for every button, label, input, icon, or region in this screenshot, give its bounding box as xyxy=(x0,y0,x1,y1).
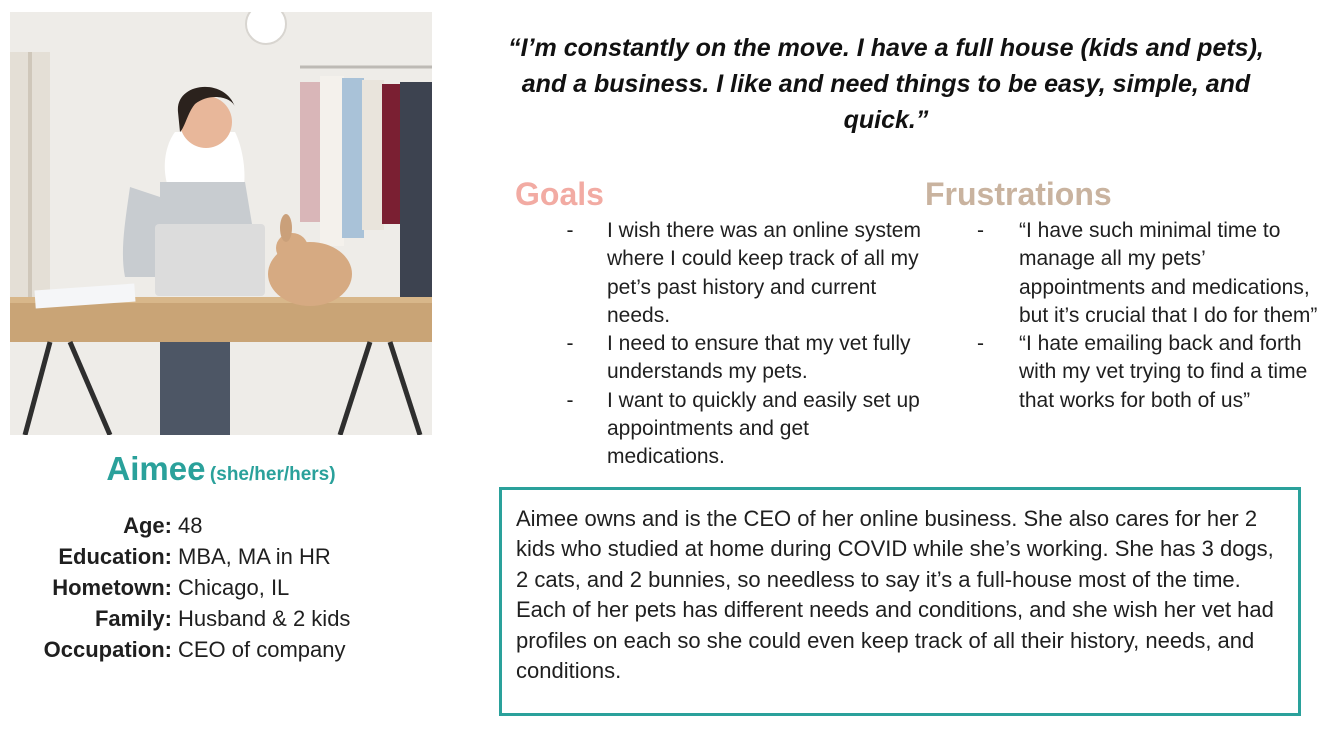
fact-age: Age: 48 xyxy=(10,510,350,541)
persona-pronouns: (she/her/hers) xyxy=(209,464,336,485)
fact-value: CEO of company xyxy=(178,637,346,662)
goal-text: I need to ensure that my vet fully under… xyxy=(607,332,911,384)
frustration-text: “I have such minimal time to manage all … xyxy=(1019,219,1318,327)
fact-label: Occupation: xyxy=(43,637,172,662)
goal-text: I wish there was an online system where … xyxy=(607,219,921,327)
bio-box: Aimee owns and is the CEO of her online … xyxy=(499,487,1301,716)
fact-label: Age: xyxy=(123,513,172,538)
fact-value: Chicago, IL xyxy=(178,575,290,600)
bullet-dash: - xyxy=(566,388,574,412)
list-item: - “I hate emailing back and forth with m… xyxy=(942,330,1334,415)
fact-label: Family: xyxy=(94,606,172,631)
fact-occupation: Occupation: CEO of company xyxy=(10,634,350,665)
persona-photo xyxy=(10,12,432,435)
bullet-dash: - xyxy=(977,332,984,356)
bullet-dash: - xyxy=(566,332,574,356)
bullet-dash: - xyxy=(566,219,574,242)
bullet-dash: - xyxy=(977,219,984,242)
fact-education: Education: MBA, MA in HR xyxy=(10,541,350,572)
list-item: - “I have such minimal time to manage al… xyxy=(942,217,1334,330)
list-item: - I want to quickly and easily set up ap… xyxy=(533,387,925,472)
persona-name-line: Aimee (she/her/hers) xyxy=(10,450,432,488)
fact-hometown: Hometown: Chicago, IL xyxy=(10,572,350,603)
list-item: - I need to ensure that my vet fully und… xyxy=(533,330,925,387)
persona-quote: “I’m constantly on the move. I have a fu… xyxy=(508,34,1264,134)
fact-label: Hometown: xyxy=(52,575,172,600)
goals-list: - I wish there was an online system wher… xyxy=(533,217,925,472)
persona-name: Aimee xyxy=(106,450,206,487)
frustrations-list: - “I have such minimal time to manage al… xyxy=(942,217,1334,415)
frustrations-title: Frustrations xyxy=(925,176,1112,212)
frustration-text: “I hate emailing back and forth with my … xyxy=(1019,332,1308,412)
fact-value: Husband & 2 kids xyxy=(178,606,351,631)
fact-label: Education: xyxy=(58,544,172,569)
goal-text: I want to quickly and easily set up appo… xyxy=(607,388,920,469)
list-item: - I wish there was an online system wher… xyxy=(533,217,925,330)
goals-title: Goals xyxy=(515,176,604,212)
fact-value: MBA, MA in HR xyxy=(178,544,331,569)
fact-value: 48 xyxy=(178,513,203,538)
fact-family: Family: Husband & 2 kids xyxy=(10,603,350,634)
bio-text: Aimee owns and is the CEO of her online … xyxy=(516,506,1274,684)
persona-facts: Age: 48 Education: MBA, MA in HR Hometow… xyxy=(10,510,351,665)
